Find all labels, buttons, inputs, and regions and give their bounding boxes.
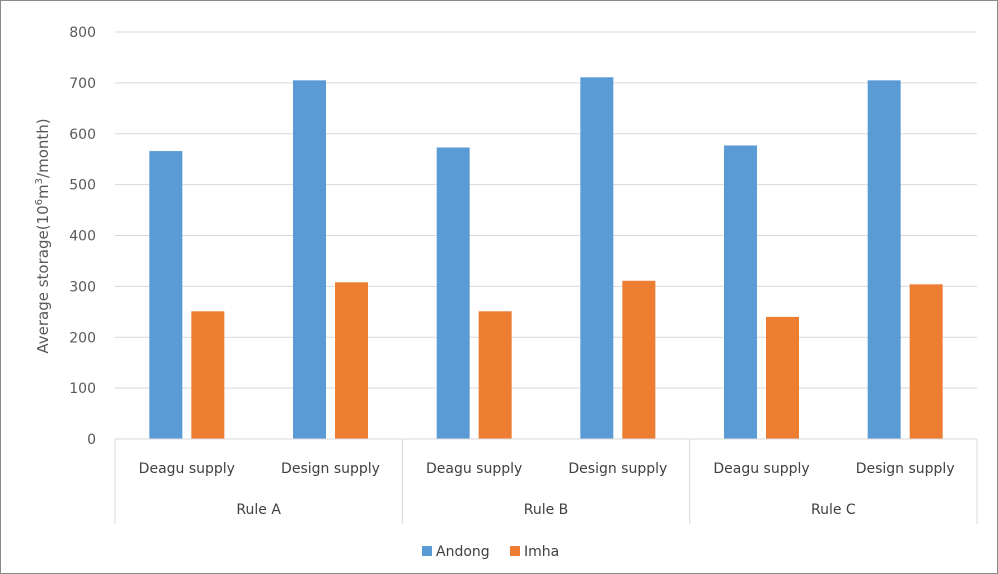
legend: Andong Imha: [422, 544, 559, 560]
bar-andong: [867, 80, 901, 440]
y-tick-label: 700: [69, 76, 96, 92]
bar-andong: [724, 145, 757, 440]
category-label: Design supply: [568, 461, 667, 477]
bar-imha: [766, 316, 799, 439]
bar-imha: [191, 311, 225, 439]
bar-imha: [335, 282, 368, 439]
category-label: Deagu supply: [426, 461, 522, 477]
bar-andong: [293, 80, 326, 440]
group-label: Rule C: [811, 502, 856, 518]
gridlines: [115, 31, 977, 440]
category-label: Design supply: [856, 461, 955, 477]
y-tick-label: 0: [87, 432, 96, 448]
y-tick-label: 600: [69, 127, 96, 143]
bars: [149, 77, 943, 440]
group-label: Rule B: [524, 502, 569, 518]
legend-swatch-imha: [510, 546, 520, 556]
category-label: Deagu supply: [139, 461, 235, 477]
bar-andong: [149, 151, 183, 440]
y-axis-title: Average storage(106m3/month): [34, 118, 52, 353]
y-tick-label: 500: [69, 178, 96, 194]
bar-imha: [622, 280, 656, 439]
group-label: Rule A: [236, 502, 281, 518]
x-axis: Deagu supply Design supply Deagu supply Des…: [114, 438, 978, 524]
y-tick-label: 800: [69, 25, 96, 41]
category-label: Deagu supply: [713, 461, 809, 477]
bar-imha: [909, 284, 943, 439]
bar-imha: [478, 311, 512, 439]
bar-andong: [436, 147, 470, 439]
y-tick-label: 200: [69, 330, 96, 346]
legend-label: Andong: [436, 544, 490, 560]
y-axis-ticks: 0 100 200 300 400 500 600 700 800: [69, 25, 96, 448]
category-label: Design supply: [281, 461, 380, 477]
bar-andong: [580, 77, 614, 439]
legend-label: Imha: [524, 544, 559, 560]
y-tick-label: 400: [69, 229, 96, 245]
legend-swatch-andong: [422, 546, 432, 556]
y-tick-label: 300: [69, 279, 96, 295]
y-tick-label: 100: [69, 381, 96, 397]
